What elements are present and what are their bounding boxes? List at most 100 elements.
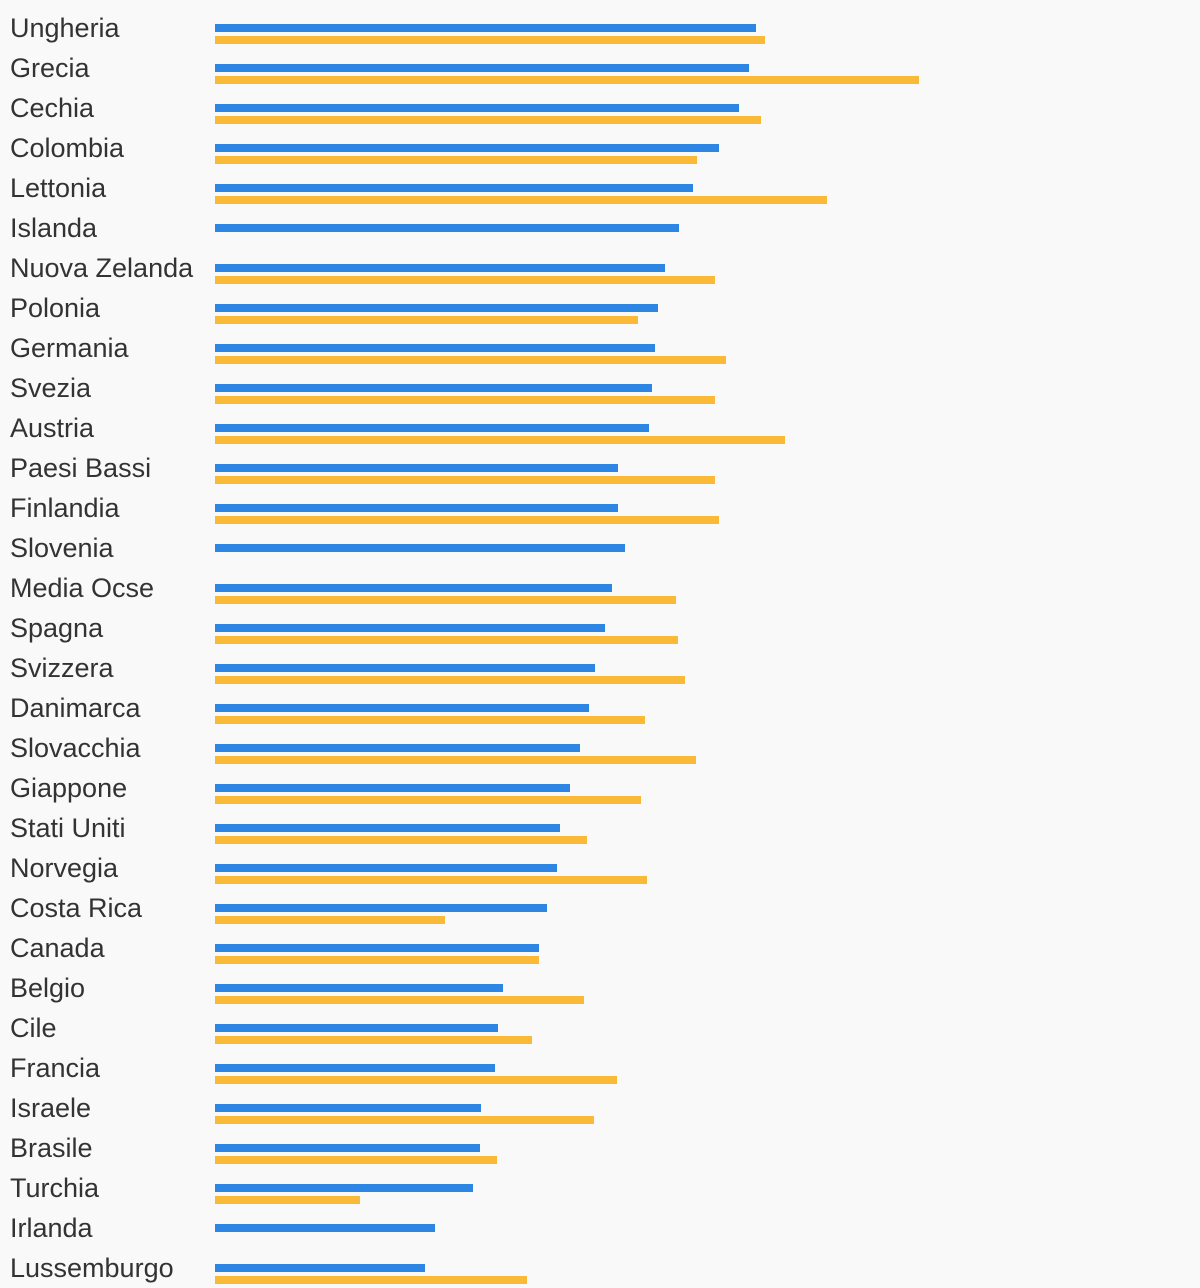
bar-series-1 xyxy=(215,1104,481,1112)
chart-row: Svizzera xyxy=(0,648,1200,688)
category-label: Ungheria xyxy=(10,13,120,43)
bar-series-2 xyxy=(215,916,445,924)
bar-series-1 xyxy=(215,504,618,512)
chart-row: Lussemburgo xyxy=(0,1248,1200,1288)
category-label: Svizzera xyxy=(10,653,114,683)
bar-series-1 xyxy=(215,1024,498,1032)
bar-series-2 xyxy=(215,1076,617,1084)
bar-series-2 xyxy=(215,796,641,804)
bar-series-1 xyxy=(215,704,589,712)
chart-row: Nuova Zelanda xyxy=(0,248,1200,288)
category-label: Belgio xyxy=(10,973,86,1003)
chart-row: Giappone xyxy=(0,768,1200,808)
chart-row: Danimarca xyxy=(0,688,1200,728)
bar-series-2 xyxy=(215,1036,532,1044)
chart-row: Turchia xyxy=(0,1168,1200,1208)
category-label: Brasile xyxy=(10,1133,93,1163)
chart-row: Cechia xyxy=(0,88,1200,128)
bar-series-2 xyxy=(215,76,919,84)
category-label: Israele xyxy=(10,1093,92,1123)
bar-series-1 xyxy=(215,784,570,792)
category-label: Polonia xyxy=(10,293,101,323)
category-label: Canada xyxy=(10,933,105,963)
chart-row: Spagna xyxy=(0,608,1200,648)
chart-row: Brasile xyxy=(0,1128,1200,1168)
bar-series-1 xyxy=(215,624,605,632)
bar-series-1 xyxy=(215,64,749,72)
bar-series-1 xyxy=(215,984,503,992)
bar-series-1 xyxy=(215,464,618,472)
bar-series-2 xyxy=(215,596,676,604)
category-label: Svezia xyxy=(10,373,92,403)
bar-series-1 xyxy=(215,1064,495,1072)
category-label: Francia xyxy=(10,1053,101,1083)
bar-series-1 xyxy=(215,864,557,872)
chart-row: Finlandia xyxy=(0,488,1200,528)
category-label: Costa Rica xyxy=(10,893,143,923)
bar-series-2 xyxy=(215,116,761,124)
chart-row: Norvegia xyxy=(0,848,1200,888)
bar-series-2 xyxy=(215,196,827,204)
bar-series-2 xyxy=(215,956,539,964)
bar-series-2 xyxy=(215,716,645,724)
chart-row: Paesi Bassi xyxy=(0,448,1200,488)
category-label: Spagna xyxy=(10,613,104,643)
bar-series-2 xyxy=(215,316,638,324)
bar-series-2 xyxy=(215,36,765,44)
chart-row: Germania xyxy=(0,328,1200,368)
bar-series-2 xyxy=(215,276,715,284)
bar-series-1 xyxy=(215,824,560,832)
category-label: Finlandia xyxy=(10,493,120,523)
category-label: Turchia xyxy=(10,1173,100,1203)
bar-series-1 xyxy=(215,544,625,552)
chart-row: Svezia xyxy=(0,368,1200,408)
category-label: Stati Uniti xyxy=(10,813,126,843)
bar-series-2 xyxy=(215,156,697,164)
bar-series-1 xyxy=(215,1264,425,1272)
chart-row: Slovacchia xyxy=(0,728,1200,768)
bar-series-1 xyxy=(215,384,652,392)
bar-series-1 xyxy=(215,1224,435,1232)
category-label: Danimarca xyxy=(10,693,141,723)
bar-series-2 xyxy=(215,676,685,684)
category-label: Media Ocse xyxy=(10,573,155,603)
bar-series-1 xyxy=(215,1144,480,1152)
bar-series-1 xyxy=(215,1184,473,1192)
bar-series-1 xyxy=(215,184,693,192)
category-label: Nuova Zelanda xyxy=(10,253,194,283)
chart-row: Francia xyxy=(0,1048,1200,1088)
chart-row: Costa Rica xyxy=(0,888,1200,928)
bar-series-2 xyxy=(215,396,715,404)
category-label: Cile xyxy=(10,1013,57,1043)
chart-row: Ungheria xyxy=(0,8,1200,48)
chart-row: Islanda xyxy=(0,208,1200,248)
chart-row: Stati Uniti xyxy=(0,808,1200,848)
category-label: Colombia xyxy=(10,133,125,163)
category-label: Norvegia xyxy=(10,853,119,883)
bar-series-1 xyxy=(215,904,547,912)
chart-row: Media Ocse xyxy=(0,568,1200,608)
bar-series-2 xyxy=(215,516,719,524)
category-label: Islanda xyxy=(10,213,98,243)
bar-series-2 xyxy=(215,1156,497,1164)
bar-series-1 xyxy=(215,744,580,752)
bar-series-2 xyxy=(215,636,678,644)
bar-series-2 xyxy=(215,1116,594,1124)
bar-series-2 xyxy=(215,996,584,1004)
category-label: Slovacchia xyxy=(10,733,141,763)
bar-series-2 xyxy=(215,1196,360,1204)
bar-series-1 xyxy=(215,264,665,272)
bar-series-1 xyxy=(215,304,658,312)
category-label: Germania xyxy=(10,333,129,363)
chart-row: Cile xyxy=(0,1008,1200,1048)
bar-series-1 xyxy=(215,664,595,672)
bar-series-2 xyxy=(215,356,726,364)
bar-series-2 xyxy=(215,436,785,444)
category-label: Lettonia xyxy=(10,173,107,203)
category-label: Lussemburgo xyxy=(10,1253,174,1283)
bar-series-1 xyxy=(215,344,655,352)
chart-row: Polonia xyxy=(0,288,1200,328)
category-label: Slovenia xyxy=(10,533,114,563)
chart-row: Lettonia xyxy=(0,168,1200,208)
